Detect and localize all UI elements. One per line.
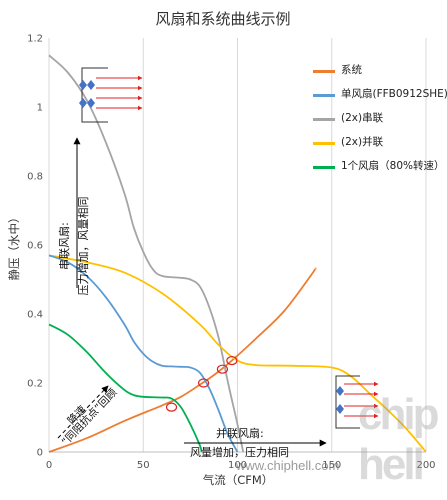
legend-label: (2x)并联: [341, 136, 384, 148]
series-line-1: [48, 254, 239, 453]
y-tick-label: 0.6: [27, 241, 43, 252]
intersection-marker-0: [165, 402, 178, 412]
svg-text:并联风扇:: 并联风扇:: [216, 426, 264, 440]
legend-label: (2x)串联: [341, 112, 384, 124]
intersection-markers: [165, 355, 238, 412]
vertical-gridlines: [48, 38, 427, 452]
legend-label: 1个风扇（80%转速）: [341, 160, 445, 172]
y-tick-label: 1: [37, 103, 43, 114]
series-line-0: [48, 267, 317, 453]
x-axis-tick-labels: 0 50 100 150 200: [46, 460, 436, 471]
legend-label: 单风扇(FFB0912SHE): [341, 88, 447, 100]
legend-swatch: [313, 118, 335, 121]
series-lines: [48, 54, 427, 453]
series-annotation: 串联风扇: 压力增加，风量相同: [57, 137, 90, 296]
parallel-annotation: 并联风扇: 风量增加，压力相同: [184, 426, 327, 459]
chiphell-logo: chip hell: [358, 390, 439, 489]
watermark-text: www.chiphell.com: [236, 458, 340, 473]
series-line-3: [48, 254, 427, 453]
y-tick-label: 0.4: [27, 310, 43, 321]
series-line-4: [48, 323, 203, 453]
legend-swatch: [313, 94, 335, 97]
y-tick-label: 0: [37, 448, 43, 459]
legend-swatch: [313, 142, 335, 145]
y-axis-tick-labels: 0 0.2 0.4 0.6 0.8 1 1.2: [27, 34, 43, 459]
svg-text:串联风扇:: 串联风扇:: [57, 222, 71, 270]
legend-swatch: [313, 70, 335, 73]
y-tick-label: 0.8: [27, 172, 43, 183]
series-line-2: [48, 54, 245, 453]
y-tick-label: 1.2: [27, 34, 43, 45]
svg-text:风量增加，压力相同: 风量增加，压力相同: [190, 445, 289, 459]
x-axis-label: 气流（CFM）: [203, 473, 274, 487]
intersection-marker-2: [216, 364, 229, 374]
legend-swatch: [313, 166, 335, 169]
series-fan-diagram: [79, 67, 143, 123]
intersection-marker-1: [197, 378, 210, 388]
y-tick-label: 0.2: [27, 379, 43, 390]
x-tick-label: 100: [228, 460, 247, 471]
x-tick-label: 150: [322, 460, 341, 471]
x-tick-label: 200: [416, 460, 435, 471]
legend-label: 系统: [341, 64, 362, 76]
y-axis-label: 静压（水中）: [7, 212, 21, 281]
speed-reduction-annotation: 降速 “同阻抗点”回顾: [57, 385, 120, 448]
intersection-marker-3: [226, 355, 238, 366]
x-tick-label: 50: [137, 460, 150, 471]
x-tick-label: 0: [46, 460, 52, 471]
parallel-fan-diagram: [335, 375, 379, 429]
svg-text:压力增加，风量相同: 压力增加，风量相同: [76, 197, 90, 296]
chart-title: 风扇和系统曲线示例: [155, 10, 290, 28]
